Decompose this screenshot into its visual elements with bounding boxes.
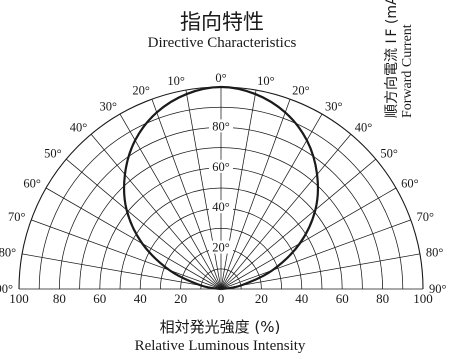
axis-label-bg xyxy=(209,119,233,133)
grid-radial xyxy=(45,187,222,290)
angle-tick-label: 50° xyxy=(44,146,62,160)
polar-grid xyxy=(18,86,424,290)
grid-radial xyxy=(220,158,376,290)
axis-tick-label: 20° xyxy=(212,241,230,255)
angle-tick-label: 50° xyxy=(380,146,398,160)
side-label-en: Forward Current xyxy=(400,24,415,118)
angle-tick-label: 0° xyxy=(215,71,226,85)
x-axis-label-en: Relative Luminous Intensity xyxy=(134,338,306,354)
x-axis-label-jp: 相対発光強度 (%) xyxy=(159,318,281,336)
grid-radial xyxy=(220,90,257,290)
grid-radial xyxy=(151,99,222,290)
radial-tick-label: 60 xyxy=(93,291,106,306)
side-label: 順方向電流 I F (mA) Forward Current xyxy=(384,0,416,118)
axis-label-bg xyxy=(209,240,233,254)
grid-radial xyxy=(90,134,222,290)
angle-tick-label: 30° xyxy=(100,99,118,113)
axis-tick-label: 60° xyxy=(212,160,230,174)
angle-tick-label: 30° xyxy=(325,99,343,113)
radial-tick-label: 60 xyxy=(336,291,349,306)
radial-tick-label: 20 xyxy=(174,291,187,306)
side-label-jp: 順方向電流 I F (mA) xyxy=(384,0,400,118)
angle-tick-label: 80° xyxy=(0,245,16,259)
grid-radial xyxy=(119,113,222,290)
radial-tick-label: 40 xyxy=(134,291,147,306)
radial-tick-label: 100 xyxy=(413,291,433,306)
angle-tick-label: 40° xyxy=(355,120,373,134)
angle-tick-label: 40° xyxy=(70,120,88,134)
grid-radial xyxy=(66,158,222,290)
axis-tick-label: 40° xyxy=(212,200,230,214)
radial-tick-label: 100 xyxy=(9,291,29,306)
grid-radial xyxy=(220,113,323,290)
grid-radial xyxy=(185,90,222,290)
chart-title: 指向特性 xyxy=(180,10,264,34)
radial-tick-label: 40 xyxy=(295,291,308,306)
radial-tick-label: 80 xyxy=(376,291,389,306)
grid-radial xyxy=(220,99,291,290)
grid-radial xyxy=(220,187,397,290)
chart-subtitle: Directive Characteristics xyxy=(147,35,297,51)
angle-tick-label: 20° xyxy=(132,84,150,98)
radial-tick-label: 20 xyxy=(255,291,268,306)
grid-radial xyxy=(220,134,352,290)
intensity-curve xyxy=(122,85,320,291)
angle-tick-label: 20° xyxy=(292,84,310,98)
angle-tick-label: 60° xyxy=(23,177,41,191)
angle-tick-label: 60° xyxy=(401,177,419,191)
grid-radial xyxy=(22,253,222,290)
angle-tick-label: 10° xyxy=(167,74,185,88)
intensity-curve-line xyxy=(122,85,320,291)
axis-label-bg xyxy=(209,159,233,173)
axis-tick-label: 80° xyxy=(212,119,230,133)
grid-radial xyxy=(220,253,420,290)
axis-label-bg xyxy=(209,200,233,214)
grid-radial xyxy=(31,219,222,290)
angle-tick-label: 90° xyxy=(0,282,13,296)
radial-tick-label: 80 xyxy=(53,291,66,306)
tick-labels: 1008060402002040608010090°80°70°60°50°40… xyxy=(0,71,447,306)
angle-tick-label: 70° xyxy=(8,210,26,224)
angle-tick-label: 10° xyxy=(257,74,275,88)
radial-tick-label: 0 xyxy=(218,291,225,306)
angle-tick-label: 90° xyxy=(429,282,447,296)
angle-tick-label: 80° xyxy=(426,245,444,259)
grid-radial xyxy=(220,219,411,290)
angle-tick-label: 70° xyxy=(416,210,434,224)
